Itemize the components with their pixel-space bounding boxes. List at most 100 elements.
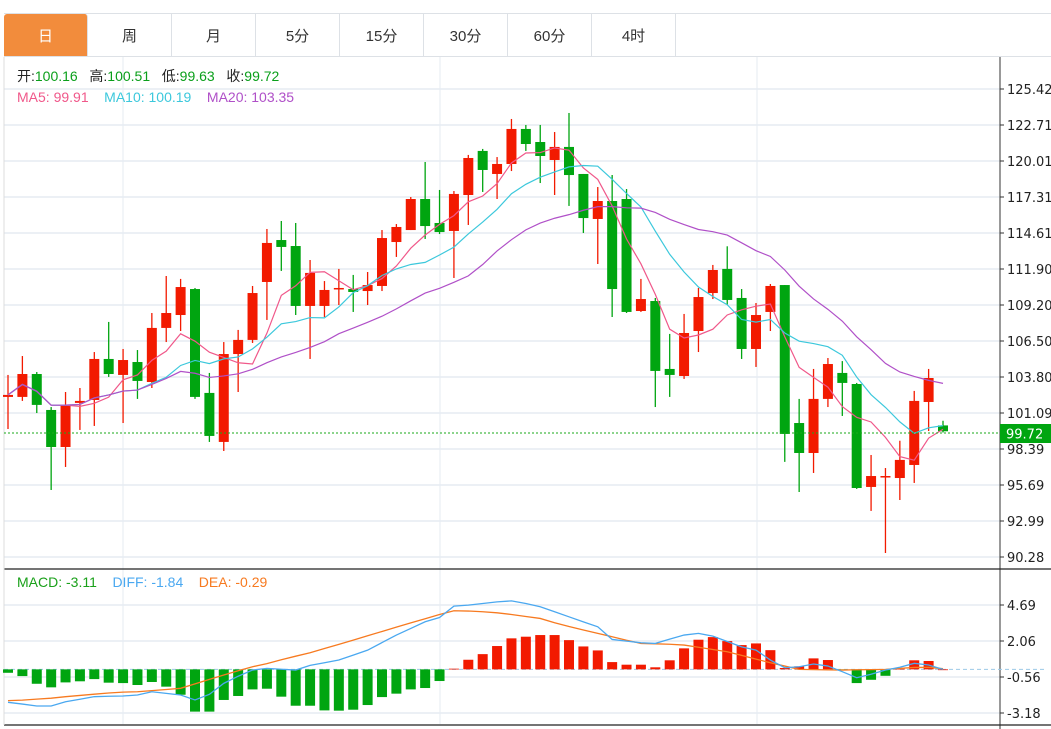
- candle-up: [175, 287, 186, 316]
- macd-tick-label: -3.18: [1007, 707, 1041, 722]
- candle-up: [305, 272, 316, 306]
- macd-bar: [17, 669, 28, 677]
- macd-bar: [938, 669, 948, 671]
- price-tick-label: 90.28: [1007, 551, 1044, 566]
- macd-bar: [89, 669, 100, 680]
- candle-up: [319, 289, 330, 306]
- candle-up: [679, 332, 690, 377]
- candle-down: [779, 285, 790, 434]
- macd-bar: [3, 669, 13, 673]
- close-value: 99.72: [244, 68, 280, 84]
- candle-up: [17, 374, 28, 397]
- candle-up: [463, 157, 474, 196]
- price-tick-label: 125.42: [1007, 83, 1051, 98]
- price-tick-label: 120.01: [1007, 155, 1051, 170]
- macd-bar: [247, 669, 258, 690]
- candle-up: [894, 459, 905, 479]
- tab-week[interactable]: 周: [88, 14, 172, 56]
- candle-up: [405, 199, 416, 231]
- candle-down: [736, 297, 747, 349]
- ma-lines: [7, 147, 944, 461]
- macd-bar: [74, 669, 85, 682]
- candle-down: [477, 150, 488, 170]
- candle-up: [60, 404, 71, 447]
- current-price-label: 99.72: [1006, 428, 1043, 443]
- price-tick-label: 109.20: [1007, 299, 1051, 314]
- candle-up: [89, 358, 100, 400]
- macd-bar: [46, 669, 57, 688]
- candle-up: [247, 293, 258, 340]
- tab-4hour[interactable]: 4时: [592, 14, 676, 56]
- candle-up: [146, 327, 157, 382]
- tab-30min[interactable]: 30分: [424, 14, 508, 56]
- candle-up: [822, 364, 833, 399]
- candle-up: [448, 193, 459, 231]
- candle-up: [866, 476, 877, 487]
- macd-bar: [348, 669, 359, 710]
- ma5-line: [7, 147, 944, 461]
- candle-up: [808, 398, 819, 453]
- candle-down: [535, 142, 546, 156]
- candle-up: [592, 201, 603, 219]
- price-tick-label: 95.69: [1007, 479, 1044, 494]
- macd-bar: [405, 669, 416, 690]
- macd-bar: [564, 640, 574, 670]
- price-tick-label: 114.61: [1007, 227, 1051, 242]
- ohlc-legend: 开:100.16 高:100.51 低:99.63 收:99.72: [17, 66, 279, 86]
- macd-bar: [60, 669, 71, 683]
- macd-bar: [822, 660, 833, 670]
- candle-down: [434, 222, 445, 233]
- candle-down: [578, 173, 589, 219]
- macd-bar: [146, 669, 157, 682]
- candle-down: [837, 372, 848, 383]
- tab-15min[interactable]: 15分: [340, 14, 424, 56]
- tab-day[interactable]: 日: [4, 14, 88, 56]
- macd-bar: [520, 636, 531, 670]
- macd-bar: [391, 669, 402, 694]
- price-tick-label: 103.80: [1007, 371, 1051, 386]
- price-tick-label: 122.71: [1007, 119, 1051, 134]
- macd-bar: [261, 669, 272, 689]
- macd-bar: [31, 669, 42, 684]
- macd-bar: [305, 669, 316, 706]
- macd-bar: [506, 638, 517, 670]
- macd-bar: [420, 669, 431, 689]
- diff-value: DIFF: -1.84: [112, 574, 184, 590]
- candle-up: [391, 226, 402, 243]
- macd-bar: [161, 669, 172, 687]
- candle-down: [520, 128, 531, 145]
- macd-bar: [736, 645, 747, 670]
- candle-down: [564, 146, 574, 176]
- candle-down: [132, 362, 143, 381]
- candle-up: [333, 287, 344, 290]
- macd-bar: [290, 669, 301, 706]
- candle-down: [650, 301, 661, 371]
- macd-bar: [103, 669, 114, 683]
- candle-up: [74, 400, 85, 403]
- tab-5min[interactable]: 5分: [256, 14, 340, 56]
- candle-up: [549, 146, 560, 160]
- candle-up: [923, 378, 934, 402]
- macd-bar: [578, 646, 589, 670]
- macd-bar: [679, 648, 690, 670]
- candle-up: [161, 313, 172, 328]
- tab-60min[interactable]: 60分: [508, 14, 592, 56]
- price-tick-label: 92.99: [1007, 515, 1044, 530]
- macd-tick-label: 2.06: [1007, 635, 1036, 650]
- candle-down: [190, 289, 200, 397]
- high-label: 高:: [89, 68, 108, 84]
- candle-down: [31, 374, 42, 405]
- macd-bar: [635, 664, 646, 670]
- macd-bar: [362, 669, 373, 706]
- candles: [3, 112, 948, 554]
- macd-bar: [607, 662, 618, 670]
- macd-tick-label: 4.69: [1007, 599, 1036, 614]
- ma10-line: [7, 164, 944, 435]
- macd-bar: [880, 669, 891, 676]
- ma10-legend: MA10: 100.19: [104, 89, 192, 105]
- macd-bar: [118, 669, 129, 684]
- candle-down: [204, 392, 215, 436]
- candle-down: [938, 425, 948, 432]
- tab-month[interactable]: 月: [172, 14, 256, 56]
